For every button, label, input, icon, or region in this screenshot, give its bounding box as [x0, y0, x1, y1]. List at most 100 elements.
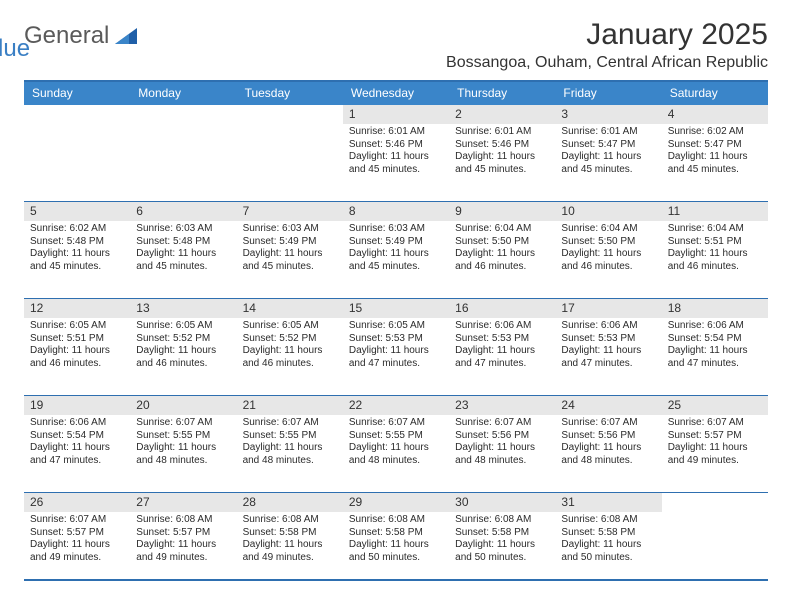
daylight-line: Daylight: 11 hours and 46 minutes.	[561, 248, 655, 273]
cell-body: Sunrise: 6:07 AMSunset: 5:56 PMDaylight:…	[555, 415, 661, 471]
sunrise-line: Sunrise: 6:02 AM	[668, 126, 762, 139]
daylight-line: Daylight: 11 hours and 46 minutes.	[668, 248, 762, 273]
sunset-line: Sunset: 5:58 PM	[561, 527, 655, 540]
daylight-line: Daylight: 11 hours and 46 minutes.	[455, 248, 549, 273]
daylight-line: Daylight: 11 hours and 46 minutes.	[243, 345, 337, 370]
day-number: 24	[555, 396, 661, 415]
sunrise-line: Sunrise: 6:07 AM	[30, 514, 124, 527]
cell-body: Sunrise: 6:08 AMSunset: 5:57 PMDaylight:…	[130, 512, 236, 568]
cell-body: Sunrise: 6:03 AMSunset: 5:49 PMDaylight:…	[343, 221, 449, 277]
day-number: 11	[662, 202, 768, 221]
day-number: 17	[555, 299, 661, 318]
day-number: 14	[237, 299, 343, 318]
calendar-cell: 8Sunrise: 6:03 AMSunset: 5:49 PMDaylight…	[343, 202, 449, 288]
cell-body: Sunrise: 6:07 AMSunset: 5:57 PMDaylight:…	[24, 512, 130, 568]
week-row: 12Sunrise: 6:05 AMSunset: 5:51 PMDayligh…	[24, 298, 768, 385]
calendar-cell: 10Sunrise: 6:04 AMSunset: 5:50 PMDayligh…	[555, 202, 661, 288]
cell-body: Sunrise: 6:07 AMSunset: 5:55 PMDaylight:…	[343, 415, 449, 471]
sunset-line: Sunset: 5:54 PM	[30, 430, 124, 443]
calendar-cell: 22Sunrise: 6:07 AMSunset: 5:55 PMDayligh…	[343, 396, 449, 482]
sunrise-line: Sunrise: 6:03 AM	[349, 223, 443, 236]
calendar-cell: 27Sunrise: 6:08 AMSunset: 5:57 PMDayligh…	[130, 493, 236, 579]
calendar-cell: 21Sunrise: 6:07 AMSunset: 5:55 PMDayligh…	[237, 396, 343, 482]
daylight-line: Daylight: 11 hours and 49 minutes.	[136, 539, 230, 564]
day-header-thu: Thursday	[449, 82, 555, 105]
day-number: 23	[449, 396, 555, 415]
calendar-cell: 25Sunrise: 6:07 AMSunset: 5:57 PMDayligh…	[662, 396, 768, 482]
sunset-line: Sunset: 5:50 PM	[455, 236, 549, 249]
calendar-cell: 15Sunrise: 6:05 AMSunset: 5:53 PMDayligh…	[343, 299, 449, 385]
brand-logo: General Blue	[24, 18, 141, 50]
day-number: 4	[662, 105, 768, 124]
sunrise-line: Sunrise: 6:08 AM	[243, 514, 337, 527]
sunrise-line: Sunrise: 6:07 AM	[243, 417, 337, 430]
week-row: 26Sunrise: 6:07 AMSunset: 5:57 PMDayligh…	[24, 492, 768, 579]
sunset-line: Sunset: 5:56 PM	[561, 430, 655, 443]
day-header-mon: Monday	[130, 82, 236, 105]
daylight-line: Daylight: 11 hours and 49 minutes.	[30, 539, 124, 564]
cell-body: Sunrise: 6:08 AMSunset: 5:58 PMDaylight:…	[343, 512, 449, 568]
sunrise-line: Sunrise: 6:06 AM	[30, 417, 124, 430]
daylight-line: Daylight: 11 hours and 49 minutes.	[668, 442, 762, 467]
brand-text-general: General	[24, 22, 109, 50]
day-number: 2	[449, 105, 555, 124]
day-number: 1	[343, 105, 449, 124]
day-number: 6	[130, 202, 236, 221]
calendar-body: 1Sunrise: 6:01 AMSunset: 5:46 PMDaylight…	[24, 105, 768, 579]
calendar-cell: 24Sunrise: 6:07 AMSunset: 5:56 PMDayligh…	[555, 396, 661, 482]
cell-body: Sunrise: 6:08 AMSunset: 5:58 PMDaylight:…	[237, 512, 343, 568]
day-number	[24, 105, 130, 127]
daylight-line: Daylight: 11 hours and 45 minutes.	[668, 151, 762, 176]
week-spacer	[24, 288, 768, 298]
sunset-line: Sunset: 5:55 PM	[349, 430, 443, 443]
day-header-sun: Sunday	[24, 82, 130, 105]
sunrise-line: Sunrise: 6:05 AM	[30, 320, 124, 333]
sunset-line: Sunset: 5:46 PM	[349, 139, 443, 152]
day-number: 13	[130, 299, 236, 318]
cell-body: Sunrise: 6:08 AMSunset: 5:58 PMDaylight:…	[555, 512, 661, 568]
sunrise-line: Sunrise: 6:08 AM	[561, 514, 655, 527]
calendar-cell	[24, 105, 130, 191]
cell-body: Sunrise: 6:01 AMSunset: 5:46 PMDaylight:…	[343, 124, 449, 180]
calendar-cell: 14Sunrise: 6:05 AMSunset: 5:52 PMDayligh…	[237, 299, 343, 385]
cell-body: Sunrise: 6:06 AMSunset: 5:54 PMDaylight:…	[24, 415, 130, 471]
sunset-line: Sunset: 5:49 PM	[243, 236, 337, 249]
sunrise-line: Sunrise: 6:01 AM	[349, 126, 443, 139]
day-header-row: Sunday Monday Tuesday Wednesday Thursday…	[24, 82, 768, 105]
sunset-line: Sunset: 5:47 PM	[668, 139, 762, 152]
sunrise-line: Sunrise: 6:07 AM	[349, 417, 443, 430]
calendar-cell: 29Sunrise: 6:08 AMSunset: 5:58 PMDayligh…	[343, 493, 449, 579]
sunset-line: Sunset: 5:51 PM	[30, 333, 124, 346]
cell-body: Sunrise: 6:05 AMSunset: 5:52 PMDaylight:…	[130, 318, 236, 374]
sunrise-line: Sunrise: 6:07 AM	[561, 417, 655, 430]
daylight-line: Daylight: 11 hours and 45 minutes.	[349, 151, 443, 176]
cell-body: Sunrise: 6:04 AMSunset: 5:50 PMDaylight:…	[555, 221, 661, 277]
sunset-line: Sunset: 5:53 PM	[349, 333, 443, 346]
day-number: 16	[449, 299, 555, 318]
week-spacer	[24, 385, 768, 395]
calendar-cell: 7Sunrise: 6:03 AMSunset: 5:49 PMDaylight…	[237, 202, 343, 288]
daylight-line: Daylight: 11 hours and 45 minutes.	[136, 248, 230, 273]
cell-body: Sunrise: 6:07 AMSunset: 5:55 PMDaylight:…	[130, 415, 236, 471]
sunset-line: Sunset: 5:54 PM	[668, 333, 762, 346]
sunset-line: Sunset: 5:48 PM	[136, 236, 230, 249]
sunrise-line: Sunrise: 6:05 AM	[243, 320, 337, 333]
brand-triangle-icon	[115, 26, 137, 46]
day-number: 18	[662, 299, 768, 318]
location-subtitle: Bossangoa, Ouham, Central African Republ…	[446, 54, 768, 72]
day-header-fri: Friday	[555, 82, 661, 105]
day-number: 28	[237, 493, 343, 512]
daylight-line: Daylight: 11 hours and 47 minutes.	[349, 345, 443, 370]
sunset-line: Sunset: 5:55 PM	[136, 430, 230, 443]
cell-body: Sunrise: 6:04 AMSunset: 5:50 PMDaylight:…	[449, 221, 555, 277]
day-number: 12	[24, 299, 130, 318]
sunrise-line: Sunrise: 6:08 AM	[455, 514, 549, 527]
daylight-line: Daylight: 11 hours and 48 minutes.	[243, 442, 337, 467]
month-title: January 2025	[446, 18, 768, 52]
sunrise-line: Sunrise: 6:06 AM	[455, 320, 549, 333]
sunset-line: Sunset: 5:58 PM	[455, 527, 549, 540]
sunrise-line: Sunrise: 6:07 AM	[668, 417, 762, 430]
calendar-cell: 26Sunrise: 6:07 AMSunset: 5:57 PMDayligh…	[24, 493, 130, 579]
day-number: 27	[130, 493, 236, 512]
sunrise-line: Sunrise: 6:07 AM	[455, 417, 549, 430]
